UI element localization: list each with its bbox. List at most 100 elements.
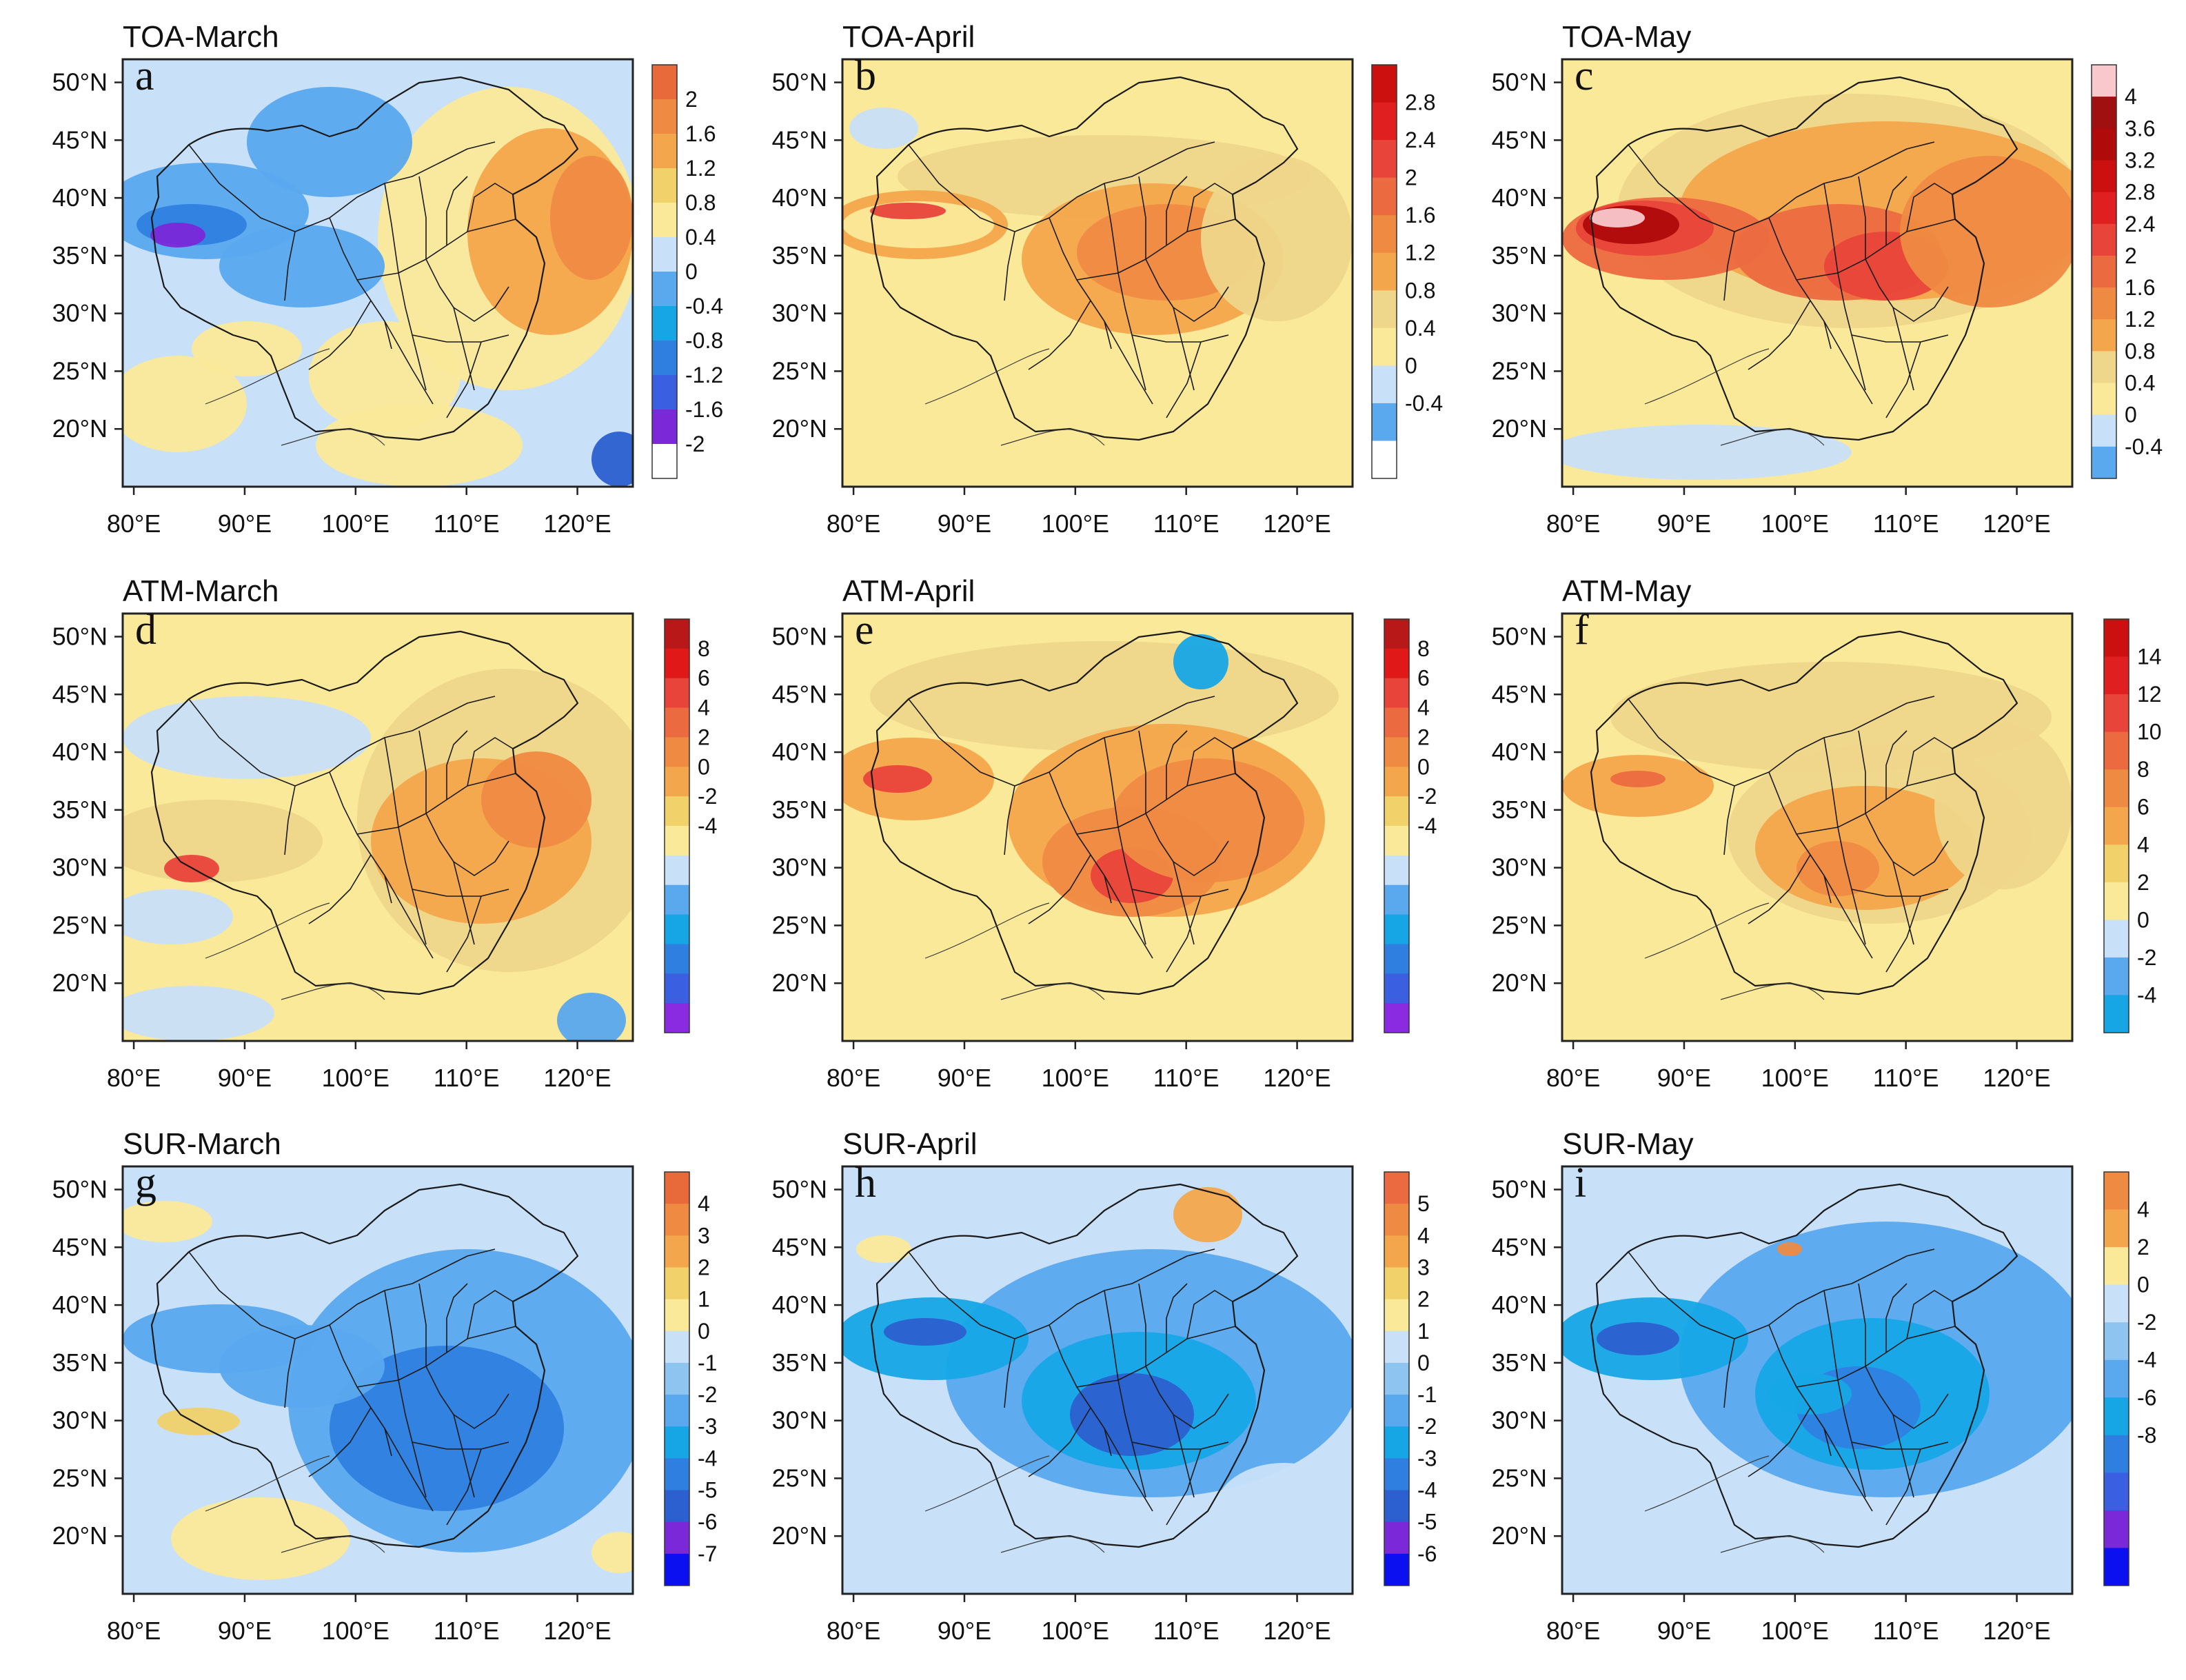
panel-g-ytick-label: 25°N <box>52 1464 108 1492</box>
panel-f-colorbar-label: 6 <box>2137 795 2149 820</box>
panel-b-xtick-label: 110°E <box>1153 509 1219 538</box>
panel-i-ytick-label: 35°N <box>1492 1348 1547 1377</box>
panel-d-field <box>123 614 633 1041</box>
panel-g-xtick-label: 100°E <box>322 1617 389 1645</box>
panel-c-colorbar-label: -0.4 <box>2125 434 2163 459</box>
panel-f-colorbar-swatch <box>2104 882 2129 920</box>
panel-h-colorbar-swatch <box>1384 1553 1409 1586</box>
panel-c-ytick-label: 30°N <box>1492 299 1547 327</box>
panel-b-colorbar-frame <box>1371 64 1397 479</box>
panel-h-colorbar-swatch <box>1384 1426 1409 1459</box>
panel-d-field-patch <box>557 993 626 1041</box>
panel-d-ytick-label: 40°N <box>52 738 108 766</box>
panel-d-colorbar-swatch <box>665 914 689 944</box>
panel-f-xtick-label: 100°E <box>1761 1064 1829 1092</box>
panel-a-ytick-label: 20°N <box>52 414 108 443</box>
panel-d-colorbar-swatch <box>665 767 689 797</box>
panel-b-colorbar: 2.8 2.4 2 1.6 1.2 0.8 0.4 0 -0.4 <box>1371 64 1443 479</box>
panel-i-ytick-label: 50°N <box>1492 1175 1547 1204</box>
panel-e-colorbar-swatch <box>1384 796 1409 827</box>
panel-g-colorbar-label: -1 <box>698 1350 717 1375</box>
panel-i-field-patch <box>1769 1373 1852 1415</box>
panel-d-xtick-label: 110°E <box>434 1064 500 1092</box>
panel-c-xtick-label: 90°E <box>1657 509 1711 538</box>
panel-c-ytick-label: 35°N <box>1492 241 1547 270</box>
panel-h-field <box>842 1166 1353 1594</box>
panel-d-colorbar-swatch <box>665 1003 689 1033</box>
panel-e-neighbor-borders <box>924 902 1105 1000</box>
panel-d-colorbar-label: -4 <box>698 813 717 838</box>
panel-i-xtick-label: 100°E <box>1761 1617 1829 1645</box>
panel-c-colorbar-swatch <box>2092 351 2116 384</box>
panel-g-letter: g <box>135 1160 156 1206</box>
panel-i-xtick-label: 120°E <box>1983 1617 2050 1645</box>
panel-i-colorbar-label: -6 <box>2137 1385 2156 1410</box>
panel-h-colorbar-label: 4 <box>1417 1223 1430 1248</box>
panel-c-colorbar-swatch <box>2092 319 2116 352</box>
panel-i-colorbar-label: -4 <box>2137 1348 2156 1373</box>
panel-f-ytick-label: 25°N <box>1492 911 1547 939</box>
panel-a-colorbar-label: -1.6 <box>685 397 723 422</box>
panel-e-colorbar-swatch <box>1384 973 1409 1004</box>
panel-a-xtick-label: 100°E <box>322 509 389 538</box>
panel-g-colorbar-swatch <box>665 1521 689 1555</box>
panel-a-ytick-label: 25°N <box>52 356 108 385</box>
panel-f-neighbor-borders <box>1644 902 1825 1000</box>
panel-g-field-patch <box>123 1201 212 1242</box>
panel-b-colorbar-label: 2.4 <box>1405 128 1435 152</box>
panel-f-colorbar-label: 12 <box>2137 682 2162 707</box>
panel-f-colorbar-swatch <box>2104 731 2129 770</box>
panel-i-field-patch <box>1777 1242 1802 1256</box>
panel-e-xtick-label: 110°E <box>1153 1064 1219 1092</box>
panel-i-frame <box>1561 1165 2074 1595</box>
panel-c-colorbar-label: 0 <box>2125 403 2137 427</box>
panel-e-colorbar-label: 2 <box>1417 725 1430 749</box>
panel-f-frame <box>1561 612 2074 1042</box>
panel-b-xtick-label: 100°E <box>1042 509 1109 538</box>
panel-i-ytick-label: 40°N <box>1492 1291 1547 1319</box>
panel-g-field-patch <box>171 1497 350 1580</box>
panel-b-ytick-label: 20°N <box>772 414 827 443</box>
panel-h-colorbar-swatch <box>1384 1235 1409 1268</box>
panel-c-colorbar-swatch <box>2092 160 2116 193</box>
panel-e-ytick-label: 20°N <box>772 969 827 997</box>
panel-h-field-patch <box>856 1235 911 1263</box>
panel-d-xtick-label: 90°E <box>218 1064 272 1092</box>
panel-i-colorbar-swatch <box>2104 1472 2129 1511</box>
panel-d-title: ATM-March <box>123 574 279 608</box>
panel-a-field-patch <box>316 404 523 487</box>
panel-a-colorbar-swatch <box>652 65 677 100</box>
panel-b-colorbar-swatch <box>1372 290 1397 329</box>
panel-f-colorbar-frame <box>2103 618 2129 1033</box>
panel-f-colorbar-label: -4 <box>2137 982 2156 1007</box>
panel-b-ytick-label: 45°N <box>772 125 827 154</box>
panel-f-colorbar-swatch <box>2104 807 2129 845</box>
panel-e-colorbar-label: 4 <box>1417 696 1430 720</box>
panel-h-colorbar-swatch <box>1384 1521 1409 1555</box>
panel-h-xtick-label: 90°E <box>938 1617 991 1645</box>
panel-d-field-patch <box>481 751 591 848</box>
panel-h-xtick-label: 120°E <box>1263 1617 1330 1645</box>
panel-f-field-patch <box>1610 662 2052 772</box>
panel-g-colorbar: 4 3 2 1 0 -1 -2 -3 -4 -5 -6 -7 <box>664 1171 717 1586</box>
panel-a-xtick-label: 80°E <box>107 509 161 538</box>
panel-i-colorbar-swatch <box>2104 1322 2129 1361</box>
panel-i-colorbar-swatch <box>2104 1359 2129 1398</box>
panel-b-field-patch <box>1201 156 1353 321</box>
panel-g-ytick-label: 30°N <box>52 1406 108 1435</box>
panel-b-colorbar-label: 1.2 <box>1405 241 1435 265</box>
panel-h-colorbar-label: -5 <box>1417 1510 1437 1535</box>
panel-i-title: SUR-May <box>1562 1127 1694 1161</box>
panel-d-colorbar-swatch <box>665 855 689 886</box>
panel-e-xtick-label: 90°E <box>938 1064 991 1092</box>
panel-g-colorbar-label: -5 <box>698 1478 717 1503</box>
panel-e-colorbar-label: 6 <box>1417 666 1430 691</box>
panel-a-xtick-label: 110°E <box>434 509 500 538</box>
panel-e-colorbar-swatch <box>1384 707 1409 738</box>
panel-a-field-patch <box>550 156 633 280</box>
panel-c-colorbar-label: 2.4 <box>2125 212 2155 236</box>
panel-h-colorbar-label: -2 <box>1417 1414 1437 1439</box>
